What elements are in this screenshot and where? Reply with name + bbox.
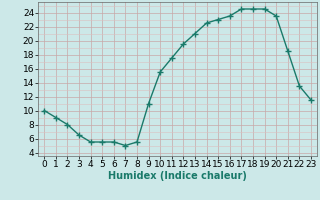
X-axis label: Humidex (Indice chaleur): Humidex (Indice chaleur) (108, 171, 247, 181)
